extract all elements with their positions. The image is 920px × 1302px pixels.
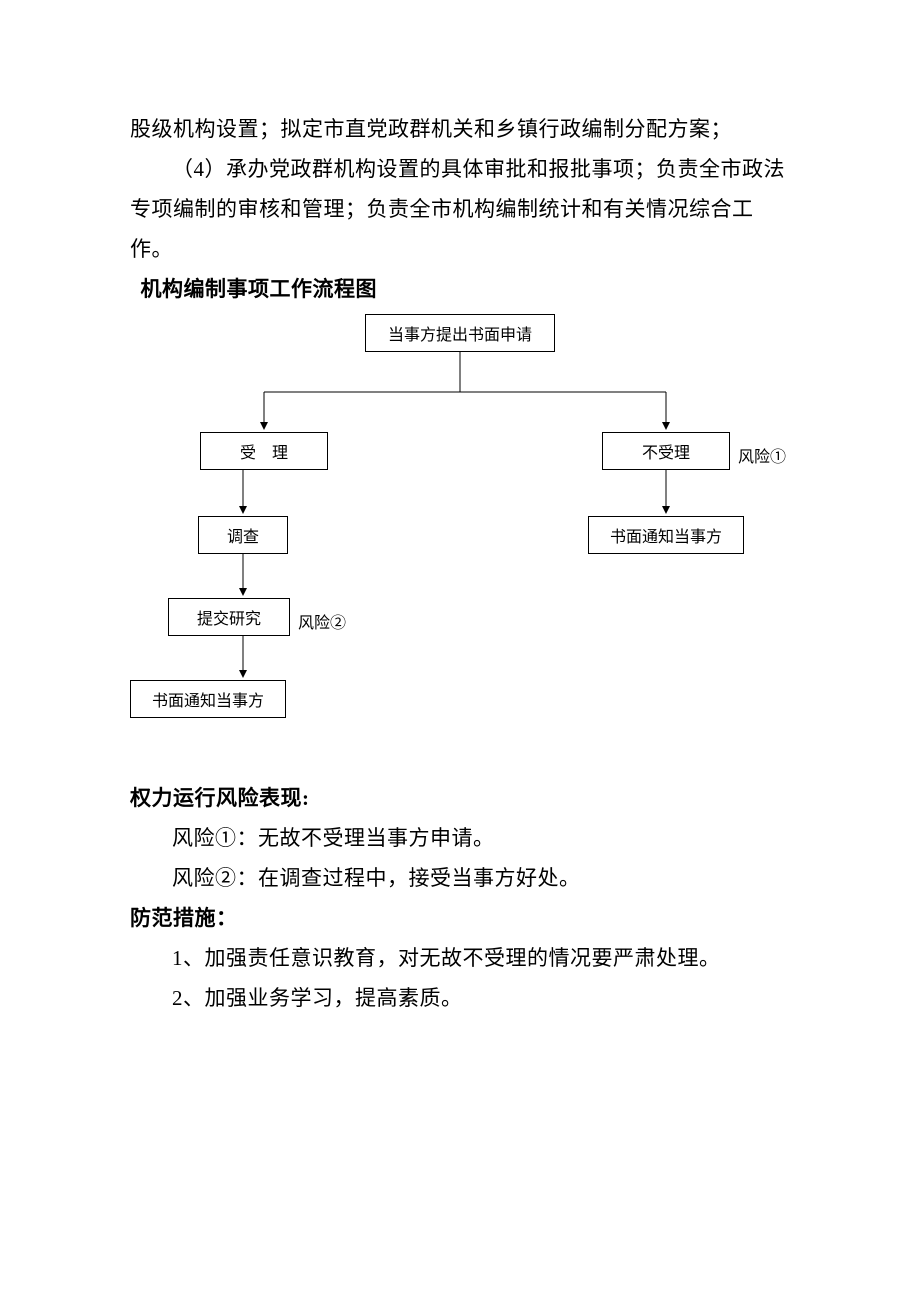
risk-1: 风险①：无故不受理当事方申请。 — [130, 819, 790, 859]
measure-2: 2、加强业务学习，提高素质。 — [130, 979, 790, 1019]
flow-node-submit: 提交研究 — [168, 598, 290, 636]
paragraph-2: （4）承办党政群机构设置的具体审批和报批事项；负责全市政法专项编制的审核和管理；… — [130, 150, 790, 270]
heading-risks: 权力运行风险表现: — [130, 779, 790, 819]
flow-node-reject: 不受理 — [602, 432, 730, 470]
risk-2: 风险②：在调查过程中，接受当事方好处。 — [130, 859, 790, 899]
flow-node-start: 当事方提出书面申请 — [365, 314, 555, 352]
flow-node-notify-right: 书面通知当事方 — [588, 516, 744, 554]
risk-label-2: 风险② — [298, 609, 346, 633]
flow-node-notify-left: 书面通知当事方 — [130, 680, 286, 718]
flowchart: 当事方提出书面申请 受 理 不受理 调查 书面通知当事方 提交研究 书面通知当事… — [130, 314, 790, 739]
flow-node-investigate: 调查 — [198, 516, 288, 554]
measure-1: 1、加强责任意识教育，对无故不受理的情况要严肃处理。 — [130, 939, 790, 979]
risk-label-1: 风险① — [738, 443, 786, 467]
paragraph-1: 股级机构设置；拟定市直党政群机关和乡镇行政编制分配方案； — [130, 110, 790, 150]
heading-measures: 防范措施： — [130, 899, 790, 939]
heading-flowchart: 机构编制事项工作流程图 — [141, 270, 791, 310]
flow-node-accept: 受 理 — [200, 432, 328, 470]
